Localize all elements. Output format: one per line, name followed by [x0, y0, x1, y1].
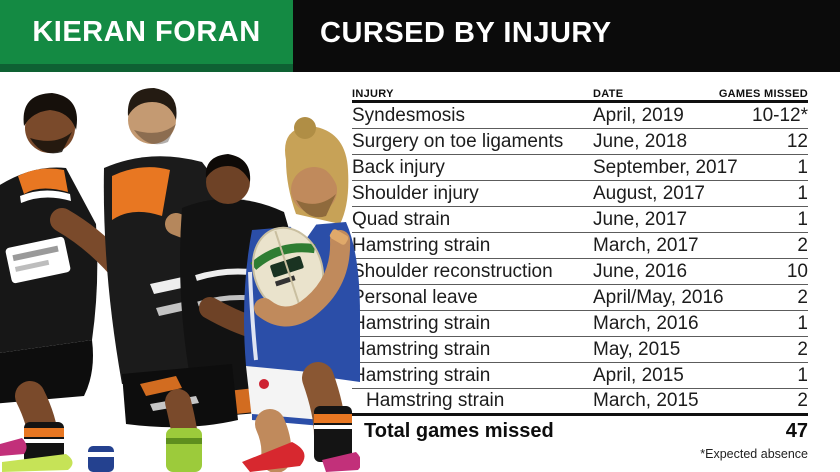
injury-cell: Back injury — [352, 156, 445, 178]
games-missed-cell: 10-12* — [752, 104, 808, 126]
player-name-banner: KIERAN FORAN — [0, 0, 293, 64]
injury-cell: Hamstring strain — [352, 364, 491, 386]
footnote: *Expected absence — [700, 447, 808, 461]
foran-hair-bun — [294, 117, 316, 139]
player-left — [0, 93, 158, 472]
table-row: Syndesmosis April, 2019 10-12* — [352, 103, 808, 129]
injury-cell: Syndesmosis — [352, 104, 465, 126]
table-header: INJURY DATE GAMES MISSED — [352, 82, 808, 103]
tackle-photo-illustration — [0, 88, 362, 472]
injury-cell: Personal leave — [352, 286, 478, 308]
legs-and-boots — [88, 362, 362, 472]
date-cell: March, 2017 — [593, 234, 699, 256]
date-cell: March, 2016 — [593, 312, 699, 334]
tackle-photo — [0, 72, 362, 472]
injury-cell: Hamstring strain — [352, 234, 491, 256]
table-row: Shoulder reconstruction June, 2016 10 — [352, 259, 808, 285]
date-cell: June, 2018 — [593, 130, 688, 152]
total-row: Total games missed 47 — [352, 416, 808, 446]
date-cell: March, 2015 — [593, 390, 699, 411]
injury-cell: Hamstring strain — [352, 312, 491, 334]
injury-cell: Quad strain — [352, 208, 451, 230]
games-missed-cell: 1 — [797, 364, 808, 386]
injury-cell: Shoulder injury — [352, 182, 479, 204]
games-missed-cell: 1 — [797, 208, 808, 230]
table-row: Shoulder injury August, 2017 1 — [352, 181, 808, 207]
games-missed-cell: 1 — [797, 312, 808, 334]
banner-shadow — [0, 64, 293, 72]
table-row: Hamstring strain March, 2017 2 — [352, 233, 808, 259]
table-row: Personal leave April/May, 2016 2 — [352, 285, 808, 311]
injury-cell: Shoulder reconstruction — [352, 260, 553, 282]
player-foran — [244, 117, 360, 382]
date-cell: August, 2017 — [593, 182, 705, 204]
date-cell: June, 2017 — [593, 208, 688, 230]
table-row: Hamstring strain May, 2015 2 — [352, 337, 808, 363]
date-cell: April, 2019 — [593, 104, 684, 126]
date-cell: April/May, 2016 — [593, 286, 724, 308]
table-body: Syndesmosis April, 2019 10-12* Surgery o… — [352, 103, 808, 416]
date-cell: April, 2015 — [593, 364, 684, 386]
title-banner: CURSED BY INJURY — [293, 0, 840, 72]
date-cell: June, 2016 — [593, 260, 688, 282]
table-row: Surgery on toe ligaments June, 2018 12 — [352, 129, 808, 155]
games-missed-cell: 2 — [797, 338, 808, 360]
injury-table: INJURY DATE GAMES MISSED Syndesmosis Apr… — [352, 82, 808, 461]
injury-cell: Surgery on toe ligaments — [352, 130, 564, 152]
total-value: 47 — [785, 419, 808, 442]
injury-cell: Hamstring strain — [366, 390, 505, 411]
table-row: Hamstring strain April, 2015 1 — [352, 363, 808, 389]
lime-sock — [166, 428, 202, 472]
football — [250, 226, 324, 314]
games-missed-cell: 2 — [797, 234, 808, 256]
col-date: DATE — [593, 88, 624, 100]
injury-cell: Hamstring strain — [352, 338, 491, 360]
pink-boot — [322, 452, 362, 472]
page-title: CURSED BY INJURY — [320, 16, 612, 49]
col-injury: INJURY — [352, 88, 394, 100]
games-missed-cell: 2 — [797, 390, 808, 411]
total-label: Total games missed — [364, 419, 554, 442]
games-missed-cell: 1 — [797, 182, 808, 204]
col-games-missed: GAMES MISSED — [718, 88, 808, 100]
table-row: Hamstring strain March, 2015 2 — [352, 389, 808, 416]
red-boot — [242, 442, 305, 472]
wrist-tape — [329, 229, 349, 245]
date-cell: May, 2015 — [593, 338, 681, 360]
player-name: KIERAN FORAN — [32, 15, 261, 48]
date-cell: September, 2017 — [593, 156, 738, 178]
games-missed-cell: 2 — [797, 286, 808, 308]
table-row: Hamstring strain March, 2016 1 — [352, 311, 808, 337]
games-missed-cell: 10 — [786, 260, 808, 282]
games-missed-cell: 12 — [786, 130, 808, 152]
table-row: Quad strain June, 2017 1 — [352, 207, 808, 233]
games-missed-cell: 1 — [797, 156, 808, 178]
table-row: Back injury September, 2017 1 — [352, 155, 808, 181]
